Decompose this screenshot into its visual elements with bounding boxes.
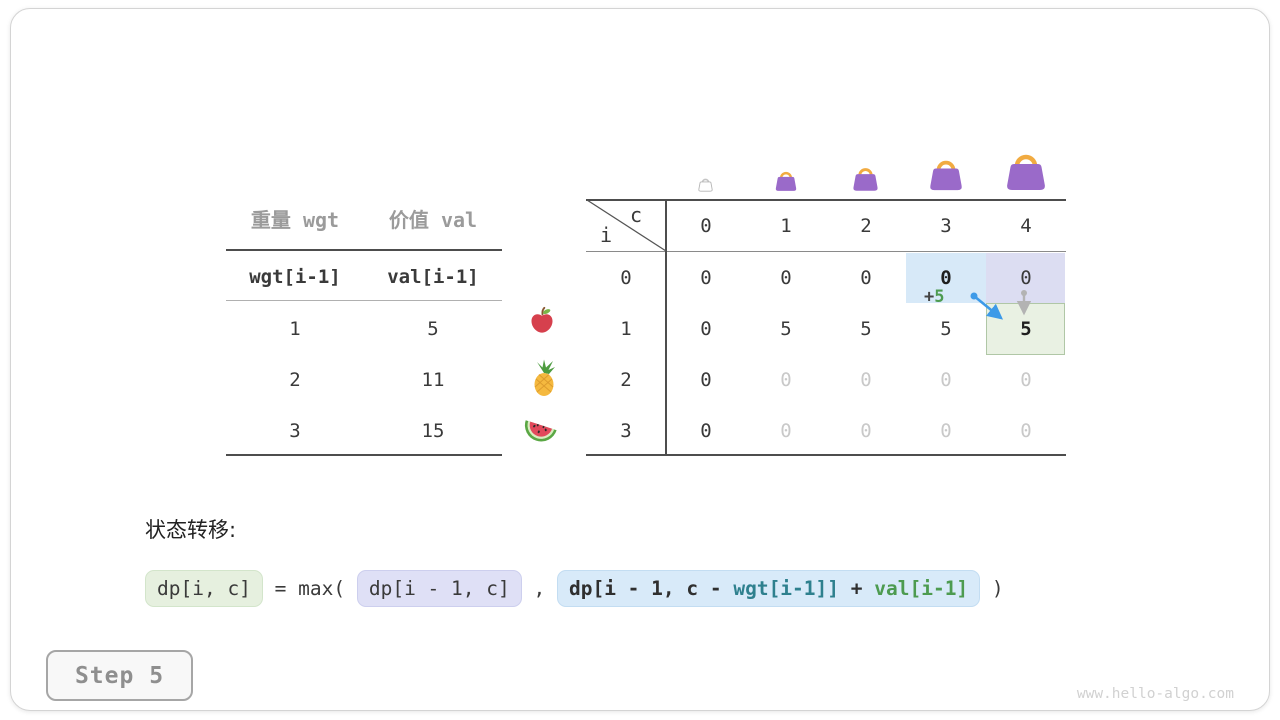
dp-cell-0-3: 0 <box>940 266 952 289</box>
dp-cell-0-4: 0 <box>1020 266 1032 289</box>
dp-cell-1-2: 5 <box>860 317 872 340</box>
transition-label: 状态转移: <box>145 518 237 542</box>
dp-cell-0-2: 0 <box>860 266 872 289</box>
formula-arg2-pill: dp[i - 1, c - wgt[i-1]] + val[i-1] <box>556 570 981 607</box>
dp-cell-3-2: 0 <box>860 419 872 442</box>
bag-icon-size-4 <box>1007 154 1045 190</box>
formula-arg1-pill: dp[i - 1, c] <box>356 570 522 607</box>
figure-card: 重量 wgt 价值 val wgt[i-1] val[i-1] 1 5 2 11… <box>10 8 1270 711</box>
bag-icon-size-3 <box>930 160 962 191</box>
plus-sign: + <box>924 287 935 307</box>
value-column-header: 价值 val <box>388 208 478 232</box>
formula-lhs-pill: dp[i, c] <box>145 570 263 607</box>
step-badge: Step 5 <box>46 650 193 701</box>
formula-comma: , <box>521 577 557 600</box>
dp-cell-2-4: 0 <box>1020 368 1032 391</box>
arg2-plus-part: + <box>839 577 875 600</box>
dp-cell-1-1: 5 <box>780 317 792 340</box>
apple-icon <box>531 306 553 333</box>
arg2-dp-part: dp[i - 1, c - <box>568 577 734 600</box>
dp-cell-0-1: 0 <box>780 266 792 289</box>
item-1-weight: 1 <box>289 318 301 340</box>
pineapple-icon <box>534 359 555 396</box>
col-header-3: 3 <box>940 215 952 237</box>
items-table-bottom-rule <box>226 454 502 456</box>
row-header-1: 1 <box>620 317 632 340</box>
dp-table: c i 0 1 2 3 4 0 1 2 3 0 0 0 0 0 0 5 5 5 … <box>586 199 1066 457</box>
transition-formula: dp[i, c] = max( dp[i - 1, c] , dp[i - 1,… <box>145 570 1004 607</box>
dp-table-top-rule <box>586 199 1066 201</box>
dp-cell-1-4: 5 <box>1020 317 1032 340</box>
items-table-header: 重量 wgt 价值 val <box>226 205 502 235</box>
dp-cell-2-1: 0 <box>780 368 792 391</box>
wgt-symbol: wgt[i-1] <box>249 266 341 288</box>
items-table-symbol-row: wgt[i-1] val[i-1] <box>226 262 502 292</box>
items-table: 重量 wgt 价值 val wgt[i-1] val[i-1] 1 5 2 11… <box>226 199 502 457</box>
formula-equals-max: = max( <box>262 577 357 600</box>
dp-cell-2-3: 0 <box>940 368 952 391</box>
dp-table-vertical-rule <box>665 199 667 456</box>
dp-cell-1-0: 0 <box>700 317 712 340</box>
corner-col-var: c <box>630 203 643 227</box>
item-row-2: 2 11 <box>226 365 502 395</box>
item-1-value: 5 <box>427 318 439 340</box>
dp-cell-3-4: 0 <box>1020 419 1032 442</box>
watermark: www.hello-algo.com <box>1076 686 1234 702</box>
item-row-1: 1 5 <box>226 314 502 344</box>
dp-cell-3-0: 0 <box>700 419 712 442</box>
plus-value-annotation: +5 <box>924 287 945 307</box>
corner-row-var: i <box>600 223 613 247</box>
col-header-1: 1 <box>780 215 792 237</box>
dp-cell-0-0: 0 <box>700 266 712 289</box>
item-row-3: 3 15 <box>226 416 502 446</box>
dp-cell-3-3: 0 <box>940 419 952 442</box>
dp-cell-2-0: 0 <box>700 368 712 391</box>
item-3-weight: 3 <box>289 420 301 442</box>
dp-table-bottom-rule <box>586 454 1066 456</box>
capacity-bags-row <box>586 137 1066 192</box>
items-table-top-rule <box>226 249 502 251</box>
item-3-value: 15 <box>421 420 445 442</box>
dp-table-header-rule <box>586 251 1066 252</box>
col-header-4: 4 <box>1020 215 1032 237</box>
arg2-val-part: val[i-1] <box>874 577 969 600</box>
corner-diagonal-line <box>586 199 667 252</box>
row-header-0: 0 <box>620 266 632 289</box>
empty-bag-icon <box>698 178 713 192</box>
item-2-weight: 2 <box>289 369 301 391</box>
item-2-value: 11 <box>421 369 445 391</box>
arg2-wgt-part: wgt[i-1]] <box>733 577 840 600</box>
val-symbol: val[i-1] <box>387 266 479 288</box>
bag-icon-size-2 <box>853 168 878 191</box>
bag-icon-size-1 <box>775 171 797 191</box>
row-header-3: 3 <box>620 419 632 442</box>
watermelon-icon <box>524 420 557 442</box>
formula-close-paren: ) <box>980 577 1004 600</box>
row-header-2: 2 <box>620 368 632 391</box>
dp-cell-1-3: 5 <box>940 317 952 340</box>
dp-cell-2-2: 0 <box>860 368 872 391</box>
dp-cell-3-1: 0 <box>780 419 792 442</box>
items-table-inner-rule <box>226 300 502 301</box>
weight-column-header: 重量 wgt <box>250 208 340 232</box>
added-value: 5 <box>934 287 945 307</box>
col-header-2: 2 <box>860 215 872 237</box>
col-header-0: 0 <box>700 215 712 237</box>
